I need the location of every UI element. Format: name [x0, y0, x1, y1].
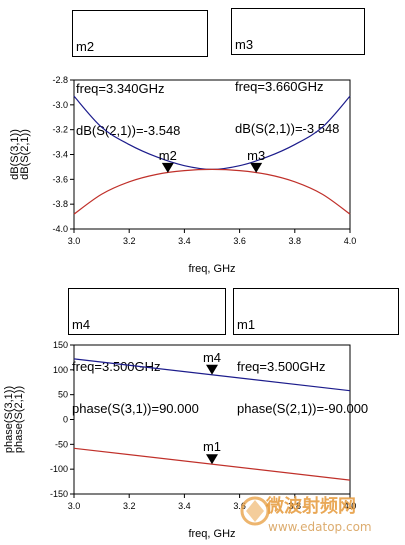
series-line-db-s-2-1- — [73, 168, 351, 215]
x-tick-label: 3.2 — [123, 501, 136, 511]
marker-box-m4-name: m4 — [72, 317, 91, 332]
y-axis-label-2: phase(S(2,1)) — [13, 386, 25, 453]
y-tick-label: -3.2 — [52, 125, 68, 135]
marker-box-m2-name: m2 — [76, 39, 95, 54]
x-tick-label: 3.4 — [178, 236, 191, 246]
marker-box-m3-freq: freq=3.660GHz — [235, 79, 324, 94]
y-tick-label: 150 — [53, 340, 68, 350]
marker-label-m3: m3 — [247, 148, 265, 163]
marker-box-m1-value: phase(S(2,1))=-90.000 — [237, 401, 369, 416]
y-tick-label: -150 — [50, 489, 68, 499]
y-axis-label-1: dB(S(3,1)) — [9, 129, 21, 180]
y-tick-label: -2.8 — [52, 75, 68, 85]
marker-triangle-m4 — [206, 364, 218, 375]
y-tick-label: 100 — [53, 365, 68, 375]
x-tick-label: 3.6 — [233, 501, 246, 511]
x-tick-label: 3.8 — [289, 236, 302, 246]
x-tick-label: 3.6 — [233, 236, 246, 246]
x-tick-label: 3.2 — [123, 236, 136, 246]
marker-box-m3-value: dB(S(2,1))=-3.548 — [235, 121, 340, 136]
watermark-url: www.edatop.com — [268, 520, 372, 534]
plot-frame-1 — [73, 79, 351, 230]
y-tick-label: -100 — [50, 464, 68, 474]
series-line-db-s-3-1- — [73, 95, 351, 171]
y-tick-label: -3.6 — [52, 174, 68, 184]
marker-box-m4: m4 freq=3.500GHz phase(S(3,1))=90.000 — [68, 288, 226, 416]
x-tick-label: 3.8 — [289, 501, 302, 511]
marker-box-m1-freq: freq=3.500GHz — [237, 359, 326, 374]
marker-box-m2-freq: freq=3.340GHz — [76, 81, 165, 96]
marker-label-m4: m4 — [203, 350, 221, 365]
marker-label-m1: m1 — [203, 439, 221, 454]
y-tick-label: 50 — [58, 390, 68, 400]
marker-box-m1-name: m1 — [237, 317, 256, 332]
y-tick-label: -3.4 — [52, 150, 68, 160]
x-axis-label: freq, GHz — [188, 263, 235, 275]
y-tick-label: -4.0 — [52, 224, 68, 234]
marker-triangle-m2 — [161, 162, 174, 173]
marker-box-m1: m1 freq=3.500GHz phase(S(2,1))=-90.000 — [233, 288, 399, 416]
watermark-text: 微波射频网 — [266, 496, 356, 517]
y-tick-label: -50 — [55, 439, 68, 449]
watermark-logo: 微波射频网 www.edatop.com — [238, 490, 388, 540]
marker-box-m3: m3 freq=3.660GHz dB(S(2,1))=-3.548 — [231, 8, 365, 136]
marker-label-m2: m2 — [159, 148, 177, 163]
marker-triangle-m1 — [206, 454, 218, 465]
x-tick-label: 4.0 — [344, 236, 357, 246]
y-axis-label-2: dB(S(2,1)) — [19, 129, 31, 180]
x-tick-label: 4.0 — [344, 501, 357, 511]
marker-box-m2: m2 freq=3.340GHz dB(S(2,1))=-3.548 — [72, 10, 208, 138]
watermark-icon — [240, 496, 270, 526]
marker-box-m3-name: m3 — [235, 37, 254, 52]
x-tick-label: 3.0 — [68, 236, 81, 246]
y-tick-label: -3.0 — [52, 100, 68, 110]
y-axis-label-1: phase(S(3,1)) — [3, 386, 15, 453]
marker-triangle-m3 — [250, 162, 263, 173]
marker-box-m4-freq: freq=3.500GHz — [72, 359, 161, 374]
marker-box-m4-value: phase(S(3,1))=90.000 — [72, 401, 199, 416]
x-axis-label: freq, GHz — [188, 528, 235, 540]
y-tick-label: 0 — [63, 415, 68, 425]
y-tick-label: -3.8 — [52, 199, 68, 209]
x-tick-label: 3.4 — [178, 501, 191, 511]
x-tick-label: 3.0 — [68, 501, 81, 511]
